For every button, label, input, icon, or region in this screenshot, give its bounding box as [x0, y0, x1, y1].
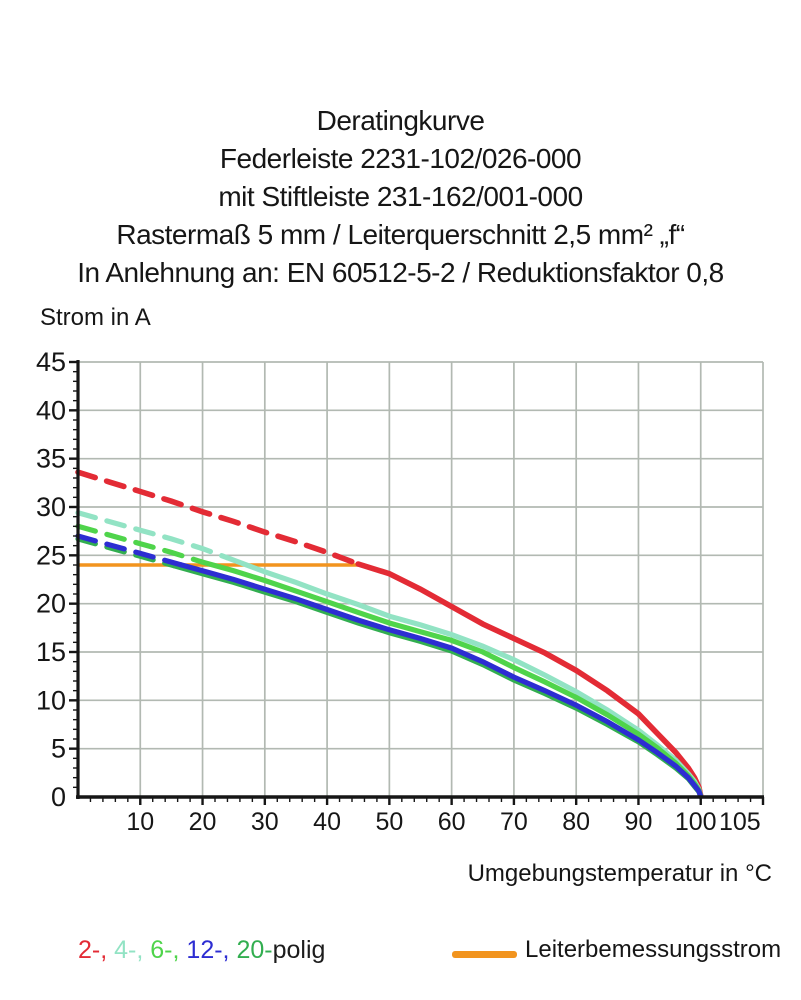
x-tick-label: 70 [500, 808, 528, 836]
x-tick-label: 40 [313, 808, 341, 836]
y-tick-label: 35 [36, 444, 66, 474]
legend-row: 2-, 4-, 6-, 12-, 20-polig Leiterbemessun… [0, 934, 801, 974]
y-axis-title: Strom in A [40, 304, 151, 331]
curve-12-polig [178, 562, 704, 800]
x-tick-label: 20 [189, 808, 217, 836]
curve-2-polig-dashed [75, 469, 361, 567]
x-tick-label: 60 [438, 808, 466, 836]
x-tick-label: 100 [675, 808, 717, 836]
derating-chart-canvas: 0 5 10 15 20 25 30 35 40 45 10 20 30 40 50 60 70 80 90 100 1… [36, 347, 765, 836]
x-tick-label: 30 [251, 808, 279, 836]
title-line-1: Deratingkurve [316, 105, 485, 136]
y-tick-label: 10 [36, 685, 66, 715]
y-tick-label: 45 [36, 347, 66, 377]
chart-title-block: Deratingkurve Federleiste 2231-102/026-0… [0, 102, 801, 292]
legend-pole-2-polig: 2-, [78, 936, 108, 964]
legend-pole-12-polig: 12-, [186, 936, 230, 964]
x-tick-label: 10 [126, 808, 154, 836]
title-line-2: Federleiste 2231-102/026-000 [219, 143, 582, 174]
legend-pole-6-polig: 6-, [150, 936, 180, 964]
title-line-3: mit Stiftleiste 231-162/001-000 [218, 181, 583, 212]
rated-current-swatch [452, 951, 517, 958]
x-axis-title: Umgebungstemperatur in °C [467, 860, 772, 887]
x-tick-label: 105 [719, 808, 761, 836]
curve-12-polig-dashed [75, 533, 184, 568]
curve-2-polig [355, 561, 704, 799]
poles-legend: 2-, 4-, 6-, 12-, 20-polig [78, 936, 325, 965]
derating-chart: 0 5 10 15 20 25 30 35 40 45 10 20 30 40 50 60 70 80 90 100 1… [0, 300, 801, 900]
legend-pole-20-polig: 20- [236, 936, 273, 964]
x-tick-label: 80 [562, 808, 590, 836]
x-tick-label: 50 [375, 808, 403, 836]
title-line-5: In Anlehnung an: EN 60512-5-2 / Reduktio… [77, 257, 724, 288]
y-tick-label: 15 [36, 637, 66, 667]
curve-4-polig-dashed [75, 510, 231, 561]
y-tick-label: 25 [36, 540, 66, 570]
y-tick-label: 5 [51, 734, 66, 764]
legend-poles-suffix: polig [272, 936, 326, 964]
curve-20-polig-dashed [75, 536, 178, 569]
x-tick-label: 90 [625, 808, 653, 836]
y-tick-label: 40 [36, 395, 66, 425]
curve-6-polig-dashed [75, 523, 199, 563]
y-tick-label: 0 [51, 782, 66, 812]
y-tick-label: 20 [36, 589, 66, 619]
rated-current-label: Leiterbemessungsstrom [525, 936, 782, 963]
legend-pole-4-polig: 4-, [114, 936, 144, 964]
title-line-4: Rastermaß 5 mm / Leiterquerschnitt 2,5 m… [116, 219, 685, 250]
y-tick-label: 30 [36, 492, 66, 522]
